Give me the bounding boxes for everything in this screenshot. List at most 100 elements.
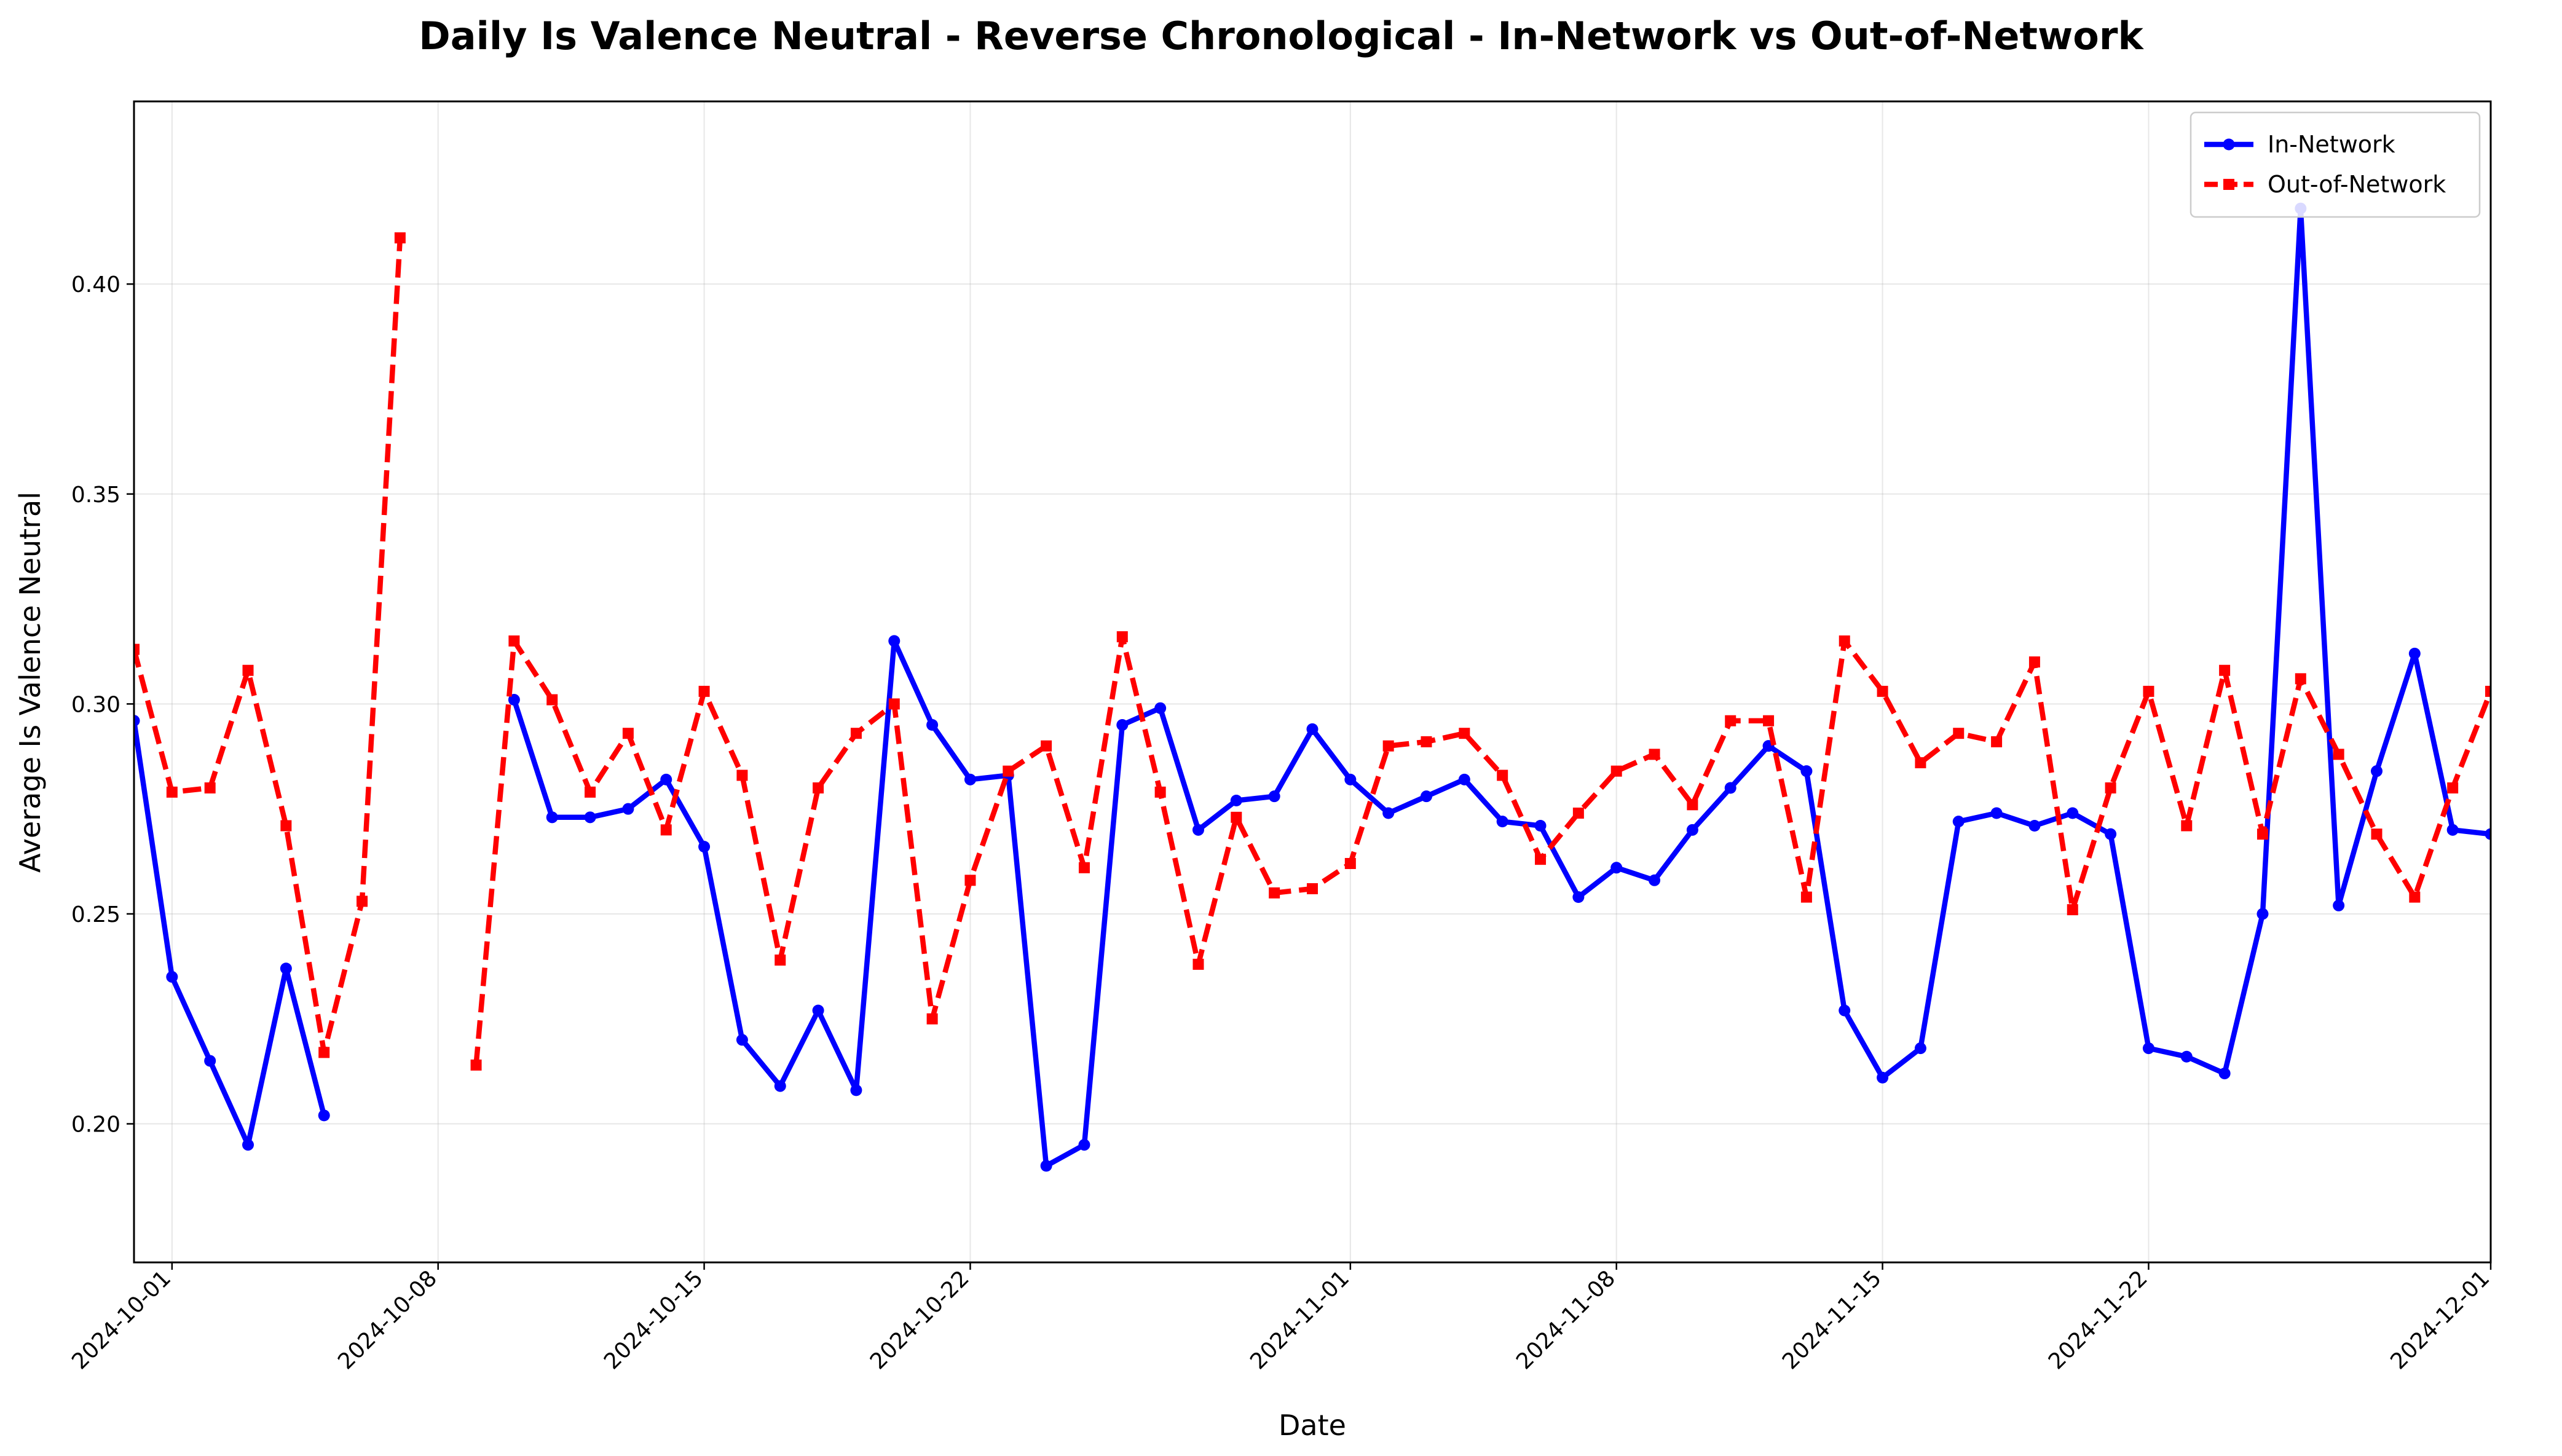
in-network-marker (964, 773, 976, 785)
out-of-network-marker (2371, 828, 2383, 840)
out-of-network-marker (1459, 728, 1470, 739)
out-of-network-marker (242, 664, 254, 676)
out-of-network-marker (1915, 757, 1926, 769)
in-network-line (511, 205, 2491, 1169)
y-tick-label: 0.25 (71, 902, 120, 927)
out-of-network-marker (850, 728, 862, 739)
out-of-network-marker (2028, 656, 2040, 668)
in-network-marker (134, 715, 140, 727)
in-network-marker (660, 773, 672, 785)
in-network-marker (2446, 824, 2459, 836)
out-of-network-marker (2181, 820, 2193, 832)
chart-title: Daily Is Valence Neutral - Reverse Chron… (419, 14, 2144, 58)
in-network-marker (280, 962, 292, 975)
in-network-legend-marker (2223, 138, 2235, 151)
x-tick-label: 2024-10-22 (865, 1265, 974, 1374)
in-network-marker (1914, 1042, 1926, 1055)
out-of-network-marker (1535, 854, 1547, 865)
in-network-marker (1496, 816, 1508, 828)
out-of-network-marker (775, 954, 786, 966)
out-of-network-marker (1687, 799, 1698, 811)
series-layer (134, 202, 2491, 1172)
x-tick-label: 2024-10-01 (67, 1265, 176, 1374)
in-network-marker (1686, 824, 1698, 836)
out-of-network-marker (1649, 749, 1660, 760)
in-network-marker (2333, 899, 2345, 911)
out-of-network-marker (1991, 736, 2003, 747)
y-tick-label: 0.20 (71, 1112, 120, 1138)
x-tick-label: 2024-11-15 (1778, 1265, 1886, 1374)
plot-frame (133, 100, 2492, 1264)
in-network-marker (622, 803, 634, 815)
out-of-network-marker (546, 694, 558, 706)
in-network-marker (1344, 773, 1357, 785)
out-of-network-marker (698, 685, 710, 697)
out-of-network-marker (1382, 740, 1394, 752)
in-network-marker (242, 1139, 254, 1151)
out-of-network-marker (813, 782, 824, 794)
in-network-marker (1421, 790, 1433, 803)
in-network-marker (1572, 891, 1585, 903)
out-of-network-marker (1192, 958, 1204, 970)
in-network-marker (1458, 773, 1470, 785)
grid-layer (134, 101, 2491, 1262)
out-of-network-marker (2105, 782, 2116, 794)
in-network-marker (2105, 828, 2117, 840)
out-of-network-marker (2219, 664, 2231, 676)
in-network-marker (1382, 807, 1395, 819)
out-of-network-marker (1078, 862, 1090, 873)
out-of-network-marker (204, 782, 216, 794)
y-tick-label: 0.35 (71, 482, 120, 508)
in-network-marker (2067, 807, 2079, 819)
out-of-network-marker (508, 635, 520, 647)
out-of-network-marker (1610, 765, 1622, 777)
out-of-network-marker (1572, 807, 1584, 819)
in-network-marker (774, 1080, 786, 1092)
legend-box (2190, 111, 2481, 218)
out-of-network-marker (1116, 631, 1128, 643)
in-network-marker (1839, 1004, 1851, 1017)
out-of-network-legend-marker (2223, 179, 2234, 190)
out-of-network-marker (280, 820, 292, 832)
out-of-network-marker (964, 875, 976, 886)
in-network-marker (546, 811, 558, 824)
x-axis-label: Date (1279, 1409, 1346, 1442)
out-of-network-line (134, 237, 403, 1055)
out-of-network-marker (1421, 736, 1432, 747)
x-tick-label: 2024-11-08 (1512, 1265, 1620, 1374)
in-network-marker (2485, 828, 2491, 840)
in-network-line (134, 720, 327, 1147)
x-tick-label: 2024-11-01 (1245, 1265, 1354, 1374)
in-network-marker (1230, 794, 1242, 806)
out-of-network-marker (2257, 828, 2268, 840)
out-of-network-marker (1003, 765, 1014, 777)
legend: In-Network Out-of-Network (2190, 111, 2481, 218)
in-network-marker (888, 635, 901, 647)
out-of-network-marker (1725, 715, 1736, 726)
out-of-network-marker (470, 1059, 482, 1071)
out-of-network-marker (318, 1047, 330, 1058)
in-network-marker (1877, 1071, 1889, 1084)
in-network-marker (1078, 1139, 1090, 1151)
in-network-marker (1116, 719, 1129, 731)
out-of-network-marker (1800, 891, 1812, 903)
out-of-network-marker (1877, 685, 1888, 697)
out-of-network-marker (2333, 749, 2344, 760)
in-network-marker (1534, 819, 1547, 832)
in-network-marker (2408, 647, 2421, 659)
y-axis-label: Average Is Valence Neutral (14, 492, 47, 873)
y-tick-label: 0.30 (71, 692, 120, 717)
out-of-network-legend-label: Out-of-Network (2268, 171, 2446, 198)
out-of-network-marker (1269, 887, 1280, 899)
series-group (134, 202, 2491, 1172)
out-of-network-marker (1307, 883, 1318, 894)
out-of-network-marker (2067, 904, 2078, 916)
out-of-network-marker (2143, 685, 2154, 697)
in-network-marker (1610, 862, 1623, 874)
in-network-marker (926, 719, 939, 731)
out-of-network-line (473, 634, 2491, 1066)
in-network-marker (1990, 807, 2003, 819)
out-of-network-marker (2409, 891, 2421, 903)
